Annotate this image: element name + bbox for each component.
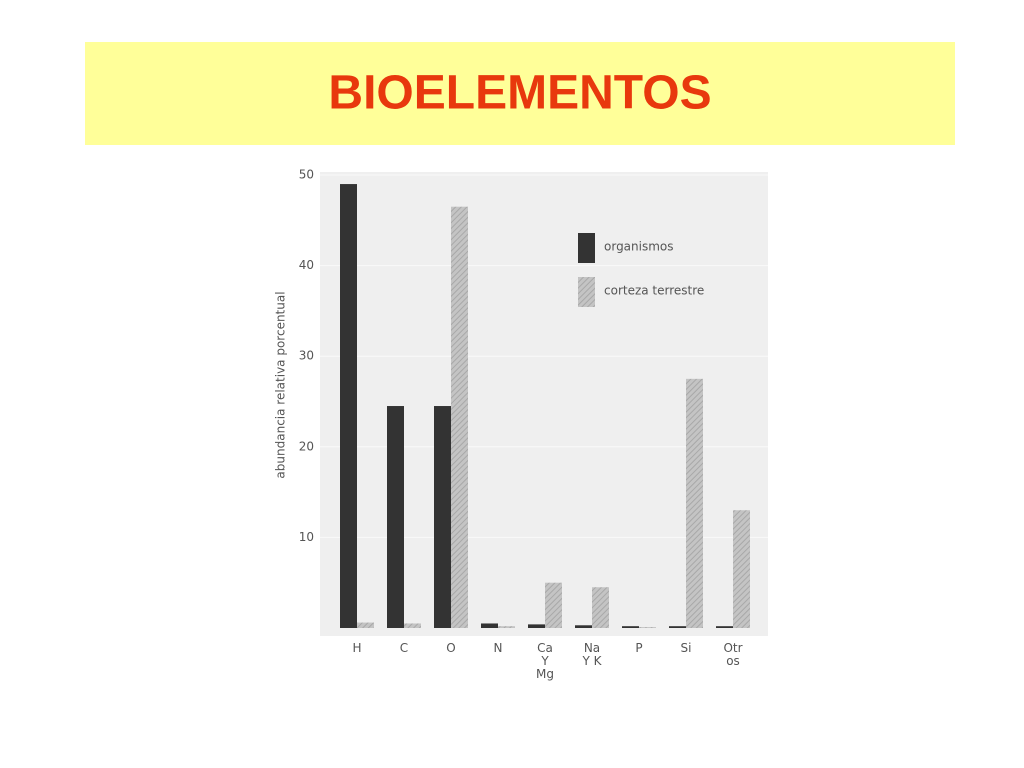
legend-label: organismos	[604, 240, 674, 254]
bar	[716, 626, 733, 628]
x-tick-label: C	[399, 641, 409, 655]
legend-swatch	[578, 233, 595, 263]
legend-label: corteza terrestre	[604, 284, 704, 298]
bar	[357, 622, 374, 628]
x-tick-label: H	[352, 641, 362, 655]
bar	[575, 625, 592, 628]
title-banner	[85, 42, 955, 145]
bar	[481, 623, 498, 628]
bar	[733, 510, 750, 628]
bar	[434, 406, 451, 628]
x-tick-label: N	[493, 641, 503, 655]
bar	[686, 378, 703, 628]
bar	[622, 626, 639, 628]
y-tick-label: 30	[299, 349, 314, 363]
bar	[451, 206, 468, 628]
y-axis-label: abundancia relativa porcentual	[274, 291, 288, 478]
bar	[669, 626, 686, 628]
x-tick-label: O	[446, 641, 456, 655]
x-tick-label: Otros	[723, 641, 743, 668]
bar	[545, 582, 562, 628]
bar	[498, 626, 515, 628]
bar	[639, 627, 656, 628]
x-tick-label: Na Y K	[582, 641, 602, 668]
y-tick-label: 10	[299, 530, 314, 544]
x-tick-label: P	[635, 641, 643, 655]
legend-swatch	[578, 277, 595, 307]
bar	[592, 587, 609, 628]
bar	[340, 184, 357, 628]
y-tick-label: 20	[299, 439, 314, 453]
bar	[404, 623, 421, 628]
x-tick-label: Ca Y Mg	[536, 641, 554, 681]
chart-title: BIOELEMENTOS	[328, 67, 711, 120]
bar	[387, 406, 404, 628]
bar	[528, 624, 545, 628]
x-tick-label: Si	[680, 641, 692, 655]
y-tick-label: 50	[299, 168, 314, 182]
y-tick-label: 40	[299, 258, 314, 272]
